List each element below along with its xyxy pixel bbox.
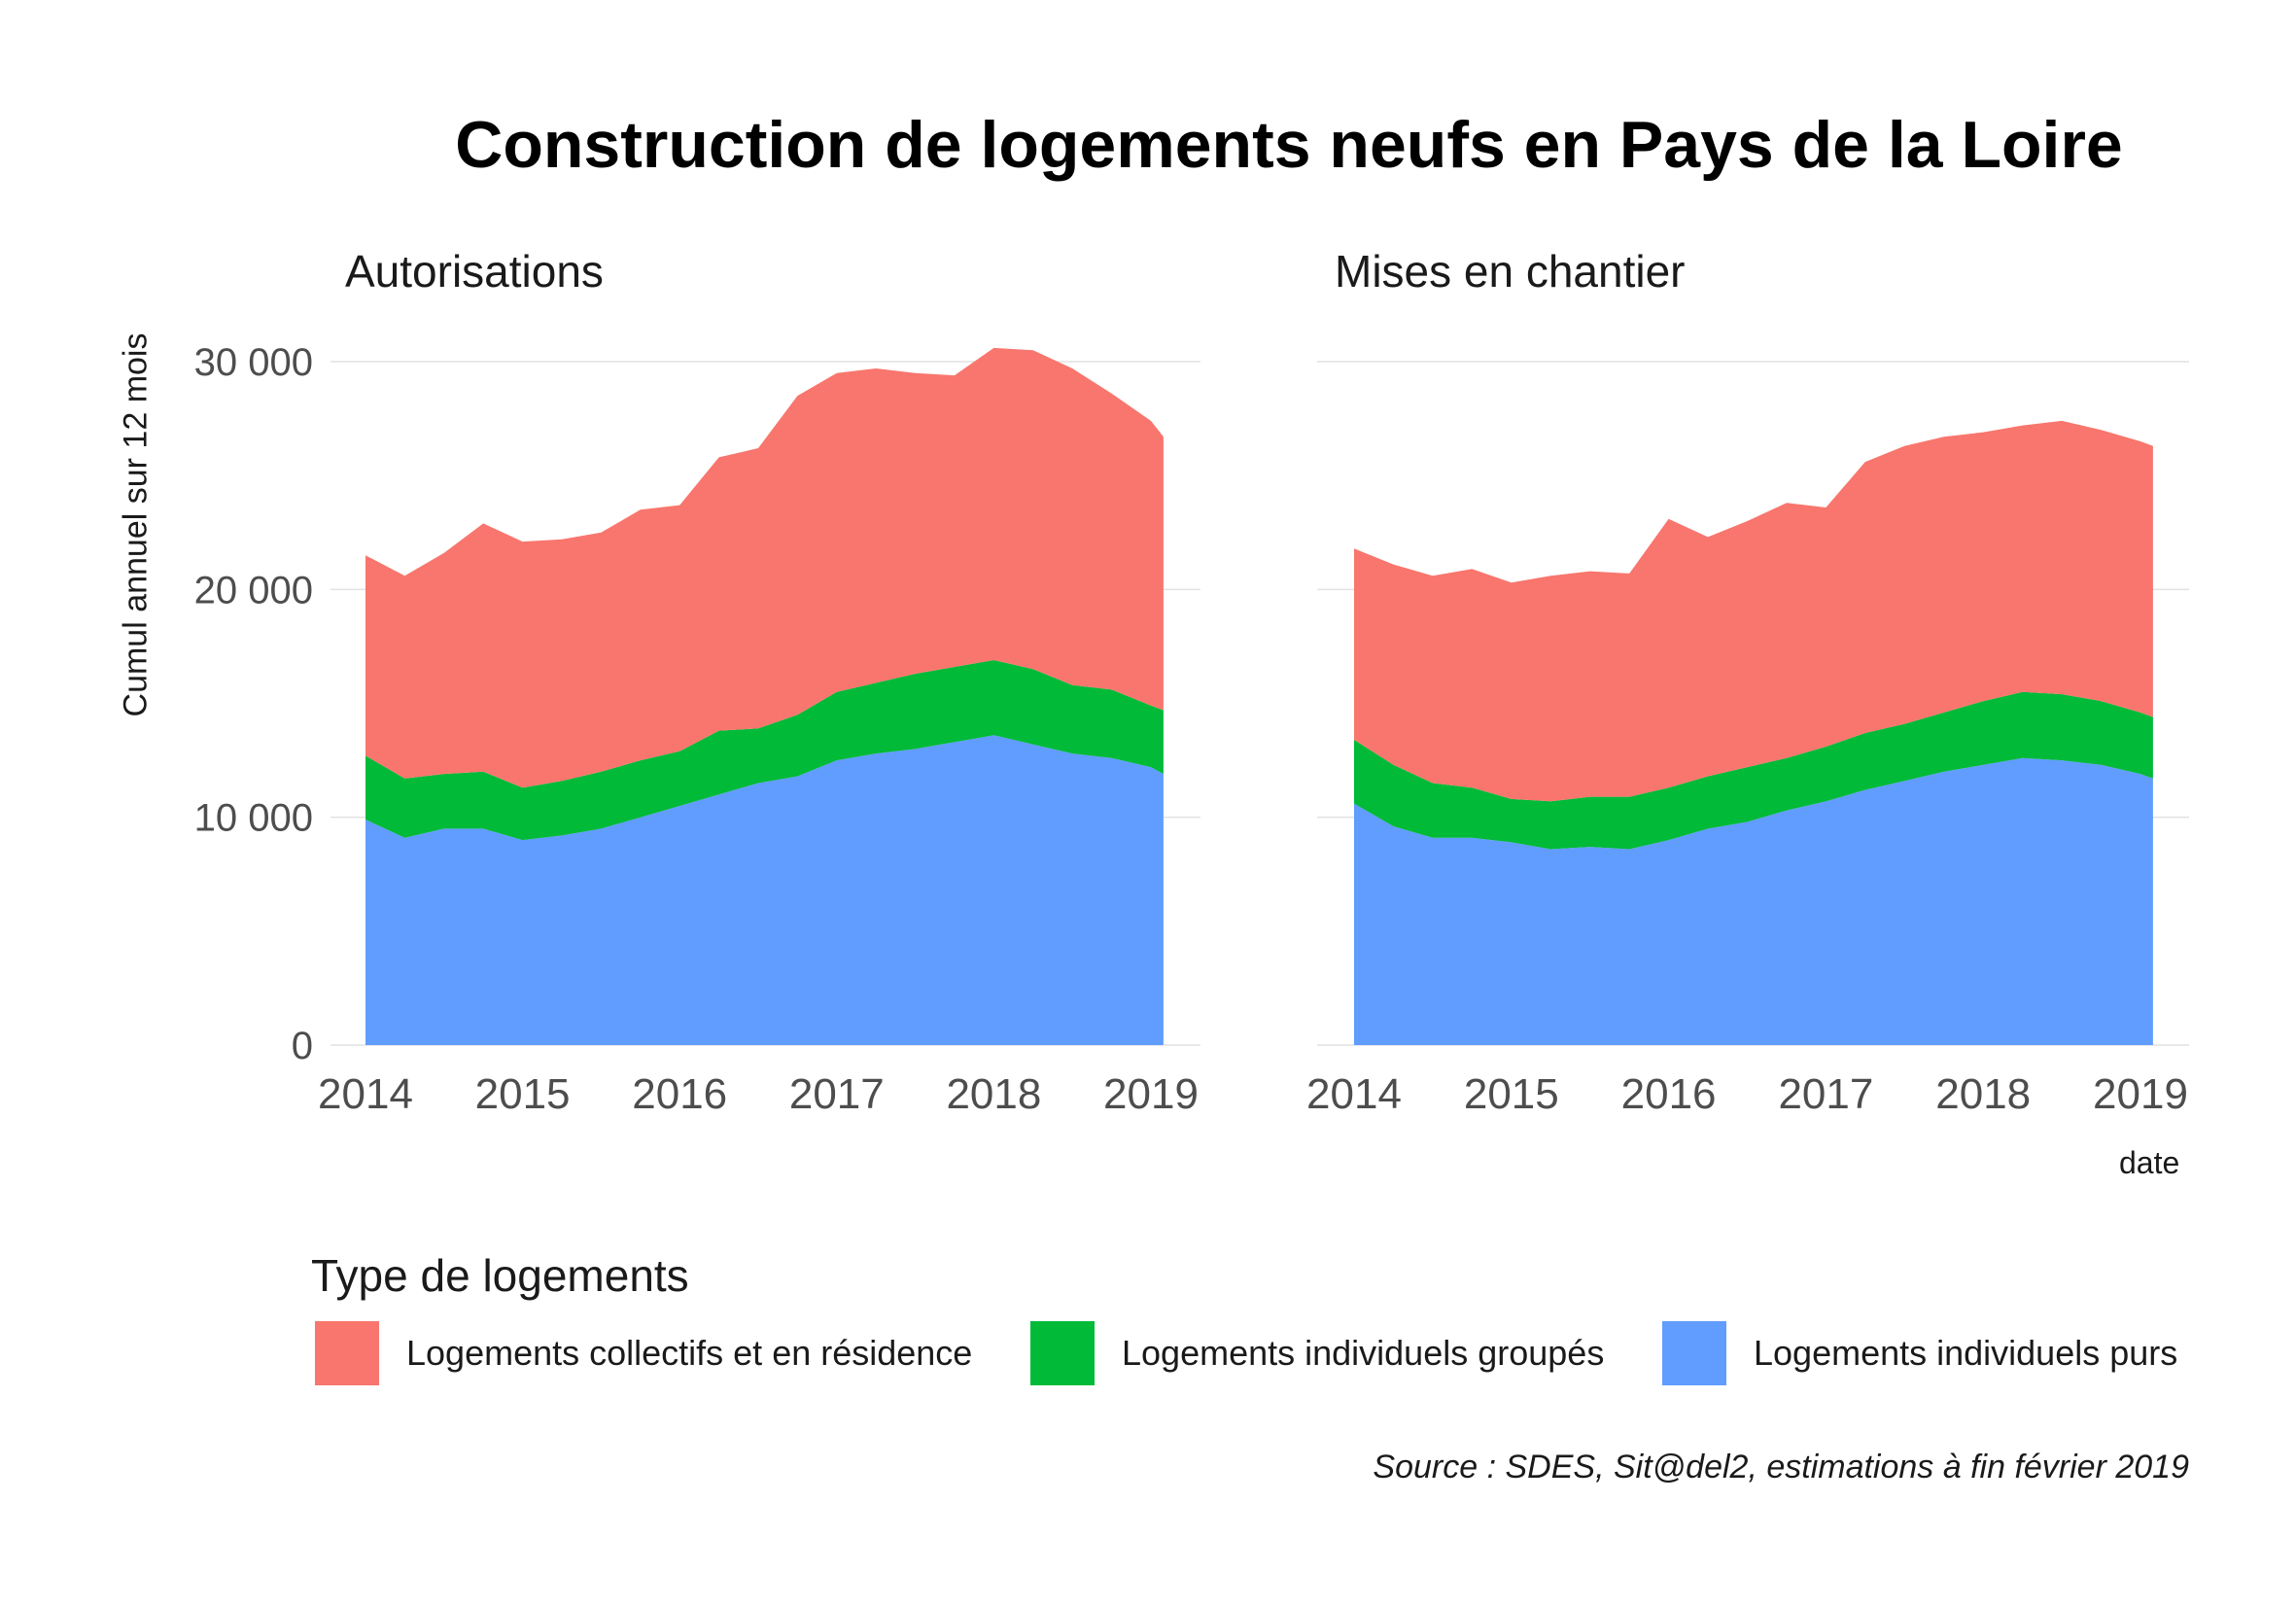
source-caption: Source : SDES, Sit@del2, estimations à f… <box>1373 1449 2189 1485</box>
area-series-groupes <box>1354 691 2153 850</box>
x-tick-label-2015: 2015 <box>475 1070 571 1118</box>
legend-swatch-collectifs <box>315 1321 379 1385</box>
legend-swatch-groupes <box>1030 1321 1095 1385</box>
x-tick-label-2019: 2019 <box>2093 1070 2188 1118</box>
x-tick-label-2016: 2016 <box>632 1070 727 1118</box>
legend-item-purs: Logements individuels purs <box>1662 1319 2177 1387</box>
x-tick-label-2017: 2017 <box>1778 1070 1873 1118</box>
legend-label-purs: Logements individuels purs <box>1754 1333 2178 1373</box>
legend-label-groupes: Logements individuels groupés <box>1122 1333 1605 1373</box>
y-tick-label-2: 20 000 <box>194 569 313 611</box>
area-series-collectifs <box>365 347 1164 788</box>
x-tick-label-2018: 2018 <box>1935 1070 2031 1118</box>
area-series-purs <box>365 735 1164 1045</box>
legend-label-collectifs: Logements collectifs et en résidence <box>406 1333 973 1373</box>
area-series-groupes <box>365 660 1164 841</box>
x-tick-label-2018: 2018 <box>946 1070 1041 1118</box>
area-series-collectifs <box>1354 420 2153 802</box>
x-tick-label-2019: 2019 <box>1103 1070 1199 1118</box>
x-tick-label-2015: 2015 <box>1464 1070 1559 1118</box>
x-tick-label-2016: 2016 <box>1621 1070 1717 1118</box>
y-tick-label-1: 10 000 <box>194 797 313 840</box>
legend-item-collectifs: Logements collectifs et en résidence <box>315 1319 972 1387</box>
area-series-purs <box>1354 757 2153 1045</box>
panel-mises-en-chantier: 2014 2015 2016 2017 2018 2019 <box>1306 361 2189 1118</box>
facet-label-autorisations: Autorisations <box>345 246 604 297</box>
y-tick-label-3: 30 000 <box>194 341 313 384</box>
chart-title: Construction de logements neufs en Pays … <box>455 108 2123 182</box>
y-tick-label-0: 0 <box>292 1025 313 1067</box>
legend-title: Type de logements <box>311 1250 689 1301</box>
panel-autorisations: 0 10 000 20 000 30 000 2014 2015 2016 2017 2018 2… <box>194 341 1200 1118</box>
legend-item-groupes: Logements individuels groupés <box>1030 1319 1604 1387</box>
x-tick-label-2014: 2014 <box>1306 1070 1402 1118</box>
legend-swatch-purs <box>1662 1321 1726 1385</box>
facet-label-mises-en-chantier: Mises en chantier <box>1335 246 1686 297</box>
x-axis-title: date <box>2119 1145 2180 1180</box>
x-tick-label-2017: 2017 <box>789 1070 885 1118</box>
x-tick-label-2014: 2014 <box>318 1070 413 1118</box>
